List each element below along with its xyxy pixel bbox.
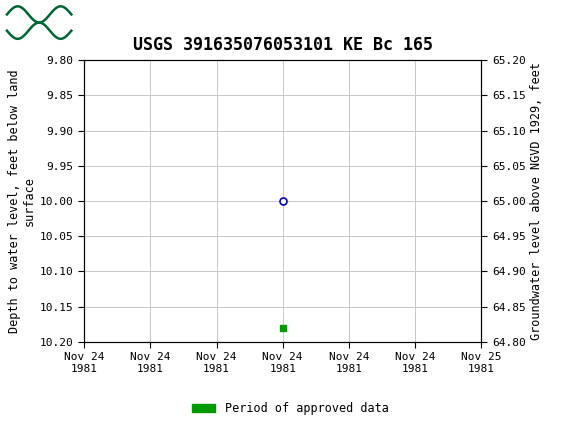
Y-axis label: Depth to water level, feet below land
surface: Depth to water level, feet below land su… bbox=[8, 69, 36, 333]
Text: USGS: USGS bbox=[78, 12, 133, 31]
Y-axis label: Groundwater level above NGVD 1929, feet: Groundwater level above NGVD 1929, feet bbox=[530, 62, 543, 340]
FancyBboxPatch shape bbox=[6, 3, 72, 42]
Legend: Period of approved data: Period of approved data bbox=[187, 397, 393, 420]
Title: USGS 391635076053101 KE Bc 165: USGS 391635076053101 KE Bc 165 bbox=[133, 37, 433, 55]
